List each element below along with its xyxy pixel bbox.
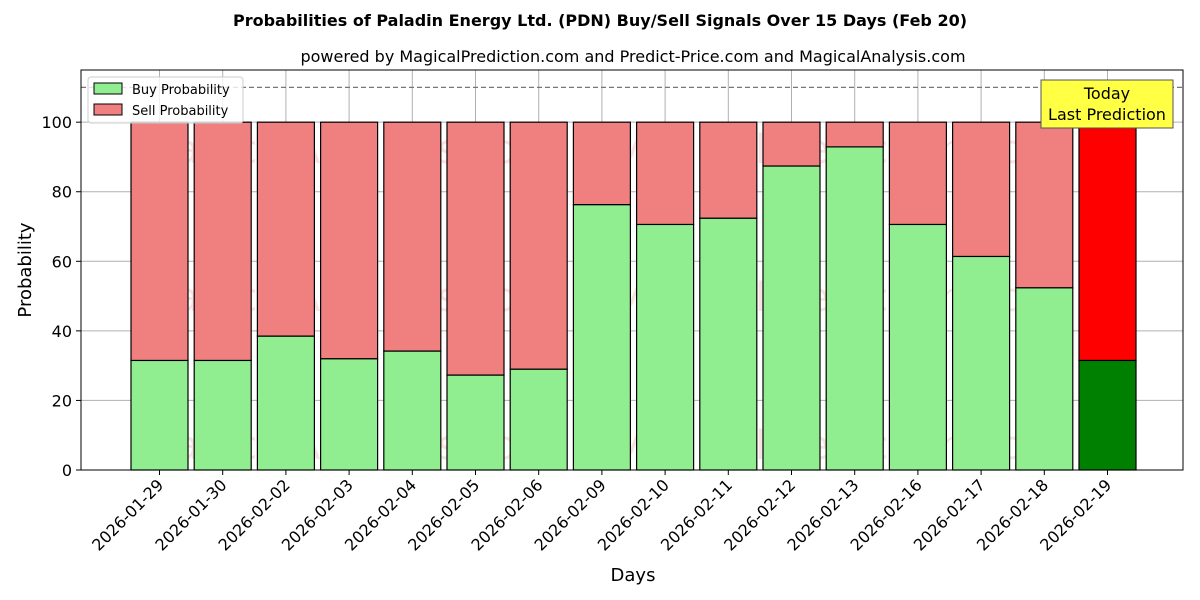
- chart-title: Probabilities of Paladin Energy Ltd. (PD…: [233, 11, 967, 30]
- bar-sell: [699, 121, 758, 219]
- bar-buy: [130, 359, 189, 471]
- bar-buy: [446, 374, 505, 471]
- bar-sell: [1078, 121, 1137, 362]
- legend-swatch-sell: [93, 103, 123, 116]
- y-axis-label: Probability: [15, 222, 36, 317]
- bar-buy: [888, 223, 948, 471]
- y-tick-label: 0: [62, 461, 72, 480]
- bar-buy: [572, 204, 632, 471]
- bar-sell: [888, 121, 948, 226]
- bar-sell: [825, 121, 884, 148]
- bar-sell: [193, 121, 252, 362]
- today-annotation-box: [1040, 79, 1174, 129]
- today-annotation-line1: Today: [1083, 84, 1130, 103]
- bars-layer: [130, 121, 1137, 471]
- bar-sell: [130, 121, 189, 362]
- legend-label-buy: Buy Probability: [132, 83, 230, 98]
- bar-buy: [635, 223, 695, 471]
- legend: Buy Probability Sell Probability: [87, 76, 244, 124]
- bar-buy: [509, 368, 568, 471]
- bar-buy: [951, 255, 1011, 471]
- today-annotation-line2: Last Prediction: [1048, 105, 1166, 124]
- bar-buy: [1078, 359, 1137, 471]
- bar-sell: [762, 121, 821, 167]
- bar-buy: [762, 165, 821, 471]
- plot-frame: [80, 69, 1184, 471]
- bar-sell: [951, 121, 1011, 258]
- bar-buy: [825, 146, 884, 471]
- bar-buy: [256, 335, 315, 471]
- bar-buy: [699, 217, 758, 471]
- bar-sell: [256, 121, 315, 337]
- y-tick-label: 80: [52, 183, 72, 202]
- bar-sell: [383, 121, 442, 352]
- bar-sell: [635, 121, 695, 226]
- bar-buy: [383, 350, 442, 471]
- x-axis: 2026-01-292026-01-302026-02-022026-02-03…: [88, 470, 1115, 555]
- bar-sell: [572, 121, 632, 206]
- bar-buy: [193, 359, 252, 471]
- legend-box: [87, 76, 244, 124]
- y-axis: 0 20 40 60 80 100: [41, 113, 81, 480]
- chart-subtitle: powered by MagicalPrediction.com and Pre…: [300, 47, 965, 66]
- y-tick-label: 20: [52, 391, 72, 410]
- bar-sell: [509, 121, 568, 370]
- bar-sell: [1015, 121, 1074, 289]
- legend-swatch-buy: [93, 82, 123, 95]
- legend-label-sell: Sell Probability: [132, 104, 229, 119]
- bar-sell: [446, 121, 505, 376]
- x-axis-label: Days: [611, 565, 656, 586]
- bar-buy: [320, 358, 379, 471]
- bar-sell: [320, 121, 379, 360]
- y-tick-label: 100: [41, 113, 72, 132]
- y-tick-label: 40: [52, 322, 72, 341]
- bar-buy: [1015, 287, 1074, 471]
- y-tick-label: 60: [52, 252, 72, 271]
- today-annotation: Today Last Prediction: [1040, 79, 1174, 129]
